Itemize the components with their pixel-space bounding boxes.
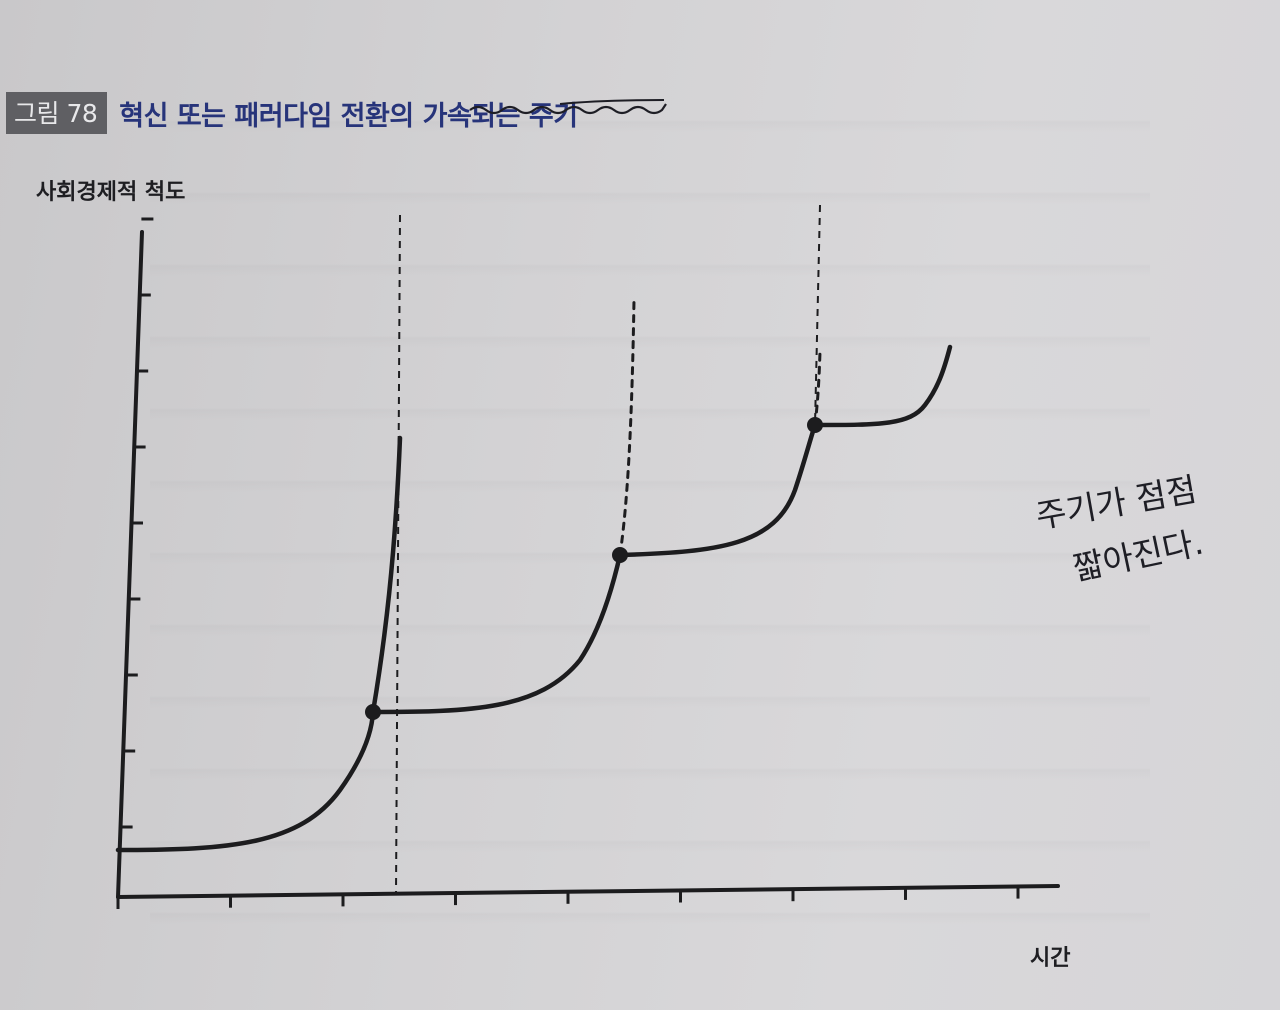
guide-line xyxy=(395,214,401,896)
handwritten-note: 주기가 점점 짧아진다. xyxy=(1030,469,1250,650)
x-axis xyxy=(116,884,1060,899)
guide-lines xyxy=(395,204,821,896)
transition-dots xyxy=(365,417,823,720)
figure-label: 그림 78 xyxy=(6,92,108,134)
axes xyxy=(116,217,1060,909)
transition-dot-2 xyxy=(612,547,628,563)
guide-line xyxy=(814,204,821,426)
transition-dot-1 xyxy=(365,704,381,720)
figure-header: 그림 78 혁신 또는 패러다임 전환의 가속되는 주기 xyxy=(6,92,578,134)
cycle-1-curve xyxy=(115,435,403,853)
y-axis xyxy=(116,230,144,899)
handwritten-underline xyxy=(469,103,667,115)
y-axis-label: 사회경제적 척도 xyxy=(36,180,186,205)
handwritten-underline-2 xyxy=(559,99,665,105)
cycle-4-curve xyxy=(812,344,953,428)
cycle-2-projection xyxy=(618,298,636,557)
figure-title: 혁신 또는 패러다임 전환의 가속되는 주기 xyxy=(119,100,578,132)
cycle-3-curve xyxy=(617,422,818,558)
x-axis-label: 시간 xyxy=(1030,946,1071,971)
curves xyxy=(115,298,953,853)
cycle-2-curve xyxy=(370,552,623,715)
transition-dot-3 xyxy=(807,417,823,433)
